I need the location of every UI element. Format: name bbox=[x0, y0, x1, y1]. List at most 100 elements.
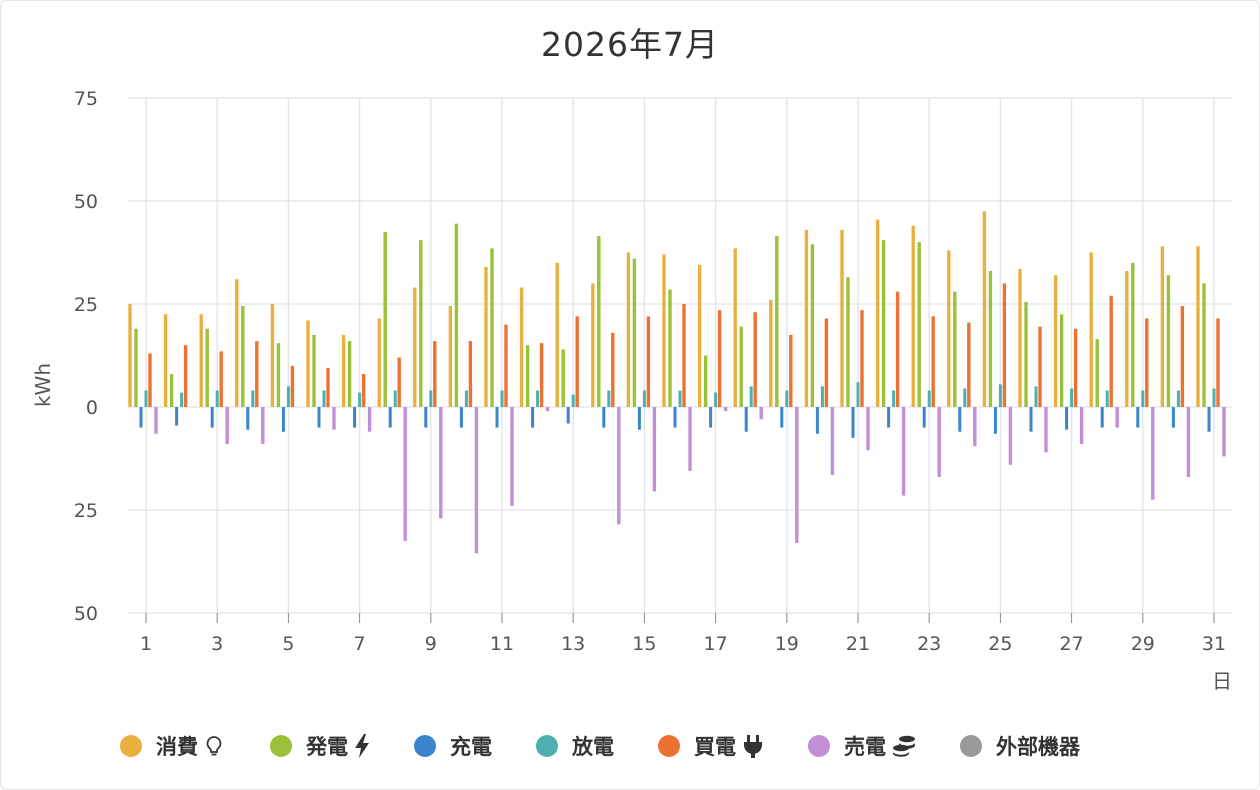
y-tick-label: 50 bbox=[74, 603, 98, 625]
bar-4-day-11 bbox=[504, 324, 508, 407]
bar-0-day-14 bbox=[591, 283, 595, 407]
y-tick-label: 0 bbox=[86, 397, 98, 419]
bar-3-day-23 bbox=[927, 390, 931, 407]
bar-0-day-30 bbox=[1160, 246, 1165, 407]
bar-1-day-26 bbox=[1024, 301, 1028, 407]
legend-item[interactable]: 放電 bbox=[536, 731, 614, 761]
bar-5-day-11 bbox=[510, 407, 514, 506]
x-tick-label: 25 bbox=[988, 633, 1012, 655]
legend-item[interactable]: 消費 bbox=[120, 731, 224, 761]
bar-1-day-3 bbox=[205, 328, 209, 407]
bar-5-day-18 bbox=[759, 407, 763, 420]
legend-item[interactable]: 買電 bbox=[658, 731, 764, 761]
bar-3-day-29 bbox=[1141, 390, 1145, 407]
chart-title: 2026年7月 bbox=[541, 25, 719, 64]
bar-2-day-16 bbox=[673, 407, 677, 428]
bar-1-day-21 bbox=[846, 277, 850, 407]
bar-1-day-10 bbox=[454, 223, 459, 407]
bar-3-day-13 bbox=[571, 394, 575, 407]
bar-1-day-13 bbox=[561, 349, 565, 407]
bar-5-day-10 bbox=[474, 407, 479, 554]
y-tick-label: 25 bbox=[74, 500, 98, 522]
bar-3-day-6 bbox=[322, 390, 326, 407]
bar-5-day-20 bbox=[830, 407, 835, 475]
bar-5-day-12 bbox=[545, 407, 550, 412]
bar-5-day-14 bbox=[617, 407, 621, 525]
legend-item[interactable]: 売電 bbox=[808, 731, 916, 761]
bar-4-day-21 bbox=[860, 310, 864, 407]
bar-0-day-9 bbox=[413, 287, 417, 407]
bar-4-day-3 bbox=[219, 351, 223, 407]
bar-0-day-23 bbox=[911, 225, 915, 407]
bar-4-day-13 bbox=[575, 316, 579, 407]
bar-2-day-30 bbox=[1171, 407, 1175, 428]
bar-0-day-15 bbox=[626, 252, 631, 407]
bar-0-day-2 bbox=[163, 314, 168, 407]
bar-2-day-3 bbox=[210, 407, 214, 428]
bar-4-day-5 bbox=[290, 365, 295, 407]
bar-0-day-21 bbox=[840, 229, 844, 407]
bar-4-day-1 bbox=[148, 353, 152, 407]
x-tick-label: 29 bbox=[1131, 633, 1155, 655]
legend-item[interactable]: 外部機器 bbox=[960, 731, 1080, 761]
bar-3-day-22 bbox=[892, 390, 896, 407]
legend-label: 放電 bbox=[572, 735, 614, 759]
bar-5-day-30 bbox=[1186, 407, 1191, 478]
bar-3-day-30 bbox=[1176, 390, 1180, 407]
bar-2-day-18 bbox=[744, 407, 748, 432]
bar-0-day-6 bbox=[306, 320, 310, 407]
bar-1-day-15 bbox=[632, 258, 637, 407]
bar-0-day-7 bbox=[341, 334, 346, 407]
legend-label: 外部機器 bbox=[996, 735, 1080, 759]
bar-1-day-5 bbox=[276, 343, 281, 407]
bar-2-day-10 bbox=[459, 407, 463, 428]
bar-2-day-17 bbox=[709, 407, 713, 428]
bar-2-day-25 bbox=[993, 407, 997, 434]
legend-item[interactable]: 発電 bbox=[270, 731, 370, 761]
bar-3-day-9 bbox=[429, 390, 433, 407]
bar-4-day-15 bbox=[646, 316, 651, 407]
bar-5-day-8 bbox=[403, 407, 407, 541]
y-tick-label: 25 bbox=[74, 294, 98, 316]
bar-3-day-27 bbox=[1070, 388, 1074, 407]
x-tick-label: 15 bbox=[632, 633, 656, 655]
bar-1-day-11 bbox=[490, 248, 494, 407]
bar-4-day-30 bbox=[1180, 306, 1185, 407]
x-tick-label: 3 bbox=[211, 633, 223, 655]
bar-5-day-17 bbox=[723, 407, 728, 412]
bar-5-day-4 bbox=[261, 407, 265, 445]
x-tick-label: 11 bbox=[490, 633, 514, 655]
bar-2-day-11 bbox=[495, 407, 499, 428]
bar-0-day-1 bbox=[128, 304, 132, 407]
bar-3-day-18 bbox=[749, 386, 753, 407]
bar-2-day-4 bbox=[246, 407, 250, 430]
bar-5-day-22 bbox=[901, 407, 906, 496]
bar-4-day-7 bbox=[361, 374, 366, 407]
x-tick-label: 5 bbox=[282, 633, 294, 655]
legend-label: 消費 bbox=[156, 735, 198, 759]
legend-swatch bbox=[120, 735, 142, 757]
bar-1-day-8 bbox=[383, 231, 387, 407]
bar-2-day-31 bbox=[1207, 407, 1211, 432]
x-tick-label: 19 bbox=[775, 633, 799, 655]
legend-swatch bbox=[658, 735, 680, 757]
bar-4-day-26 bbox=[1038, 326, 1042, 407]
bar-2-day-15 bbox=[637, 407, 641, 430]
x-tick-label: 31 bbox=[1202, 633, 1226, 655]
bar-0-day-10 bbox=[448, 306, 453, 407]
bar-3-day-28 bbox=[1105, 390, 1109, 407]
bar-2-day-26 bbox=[1029, 407, 1033, 432]
bar-2-day-24 bbox=[958, 407, 962, 432]
x-tick-label: 7 bbox=[354, 633, 366, 655]
legend-swatch bbox=[414, 735, 436, 757]
bar-4-day-10 bbox=[468, 341, 473, 407]
bar-2-day-21 bbox=[851, 407, 855, 438]
legend-label: 充電 bbox=[450, 735, 492, 759]
legend-item[interactable]: 充電 bbox=[414, 731, 492, 761]
bar-0-day-13 bbox=[555, 262, 559, 407]
bar-2-day-29 bbox=[1136, 407, 1140, 428]
bar-3-day-15 bbox=[642, 390, 646, 407]
y-axis-label: kWh bbox=[31, 363, 55, 407]
bar-1-day-27 bbox=[1059, 314, 1064, 407]
bar-0-day-31 bbox=[1196, 246, 1200, 407]
